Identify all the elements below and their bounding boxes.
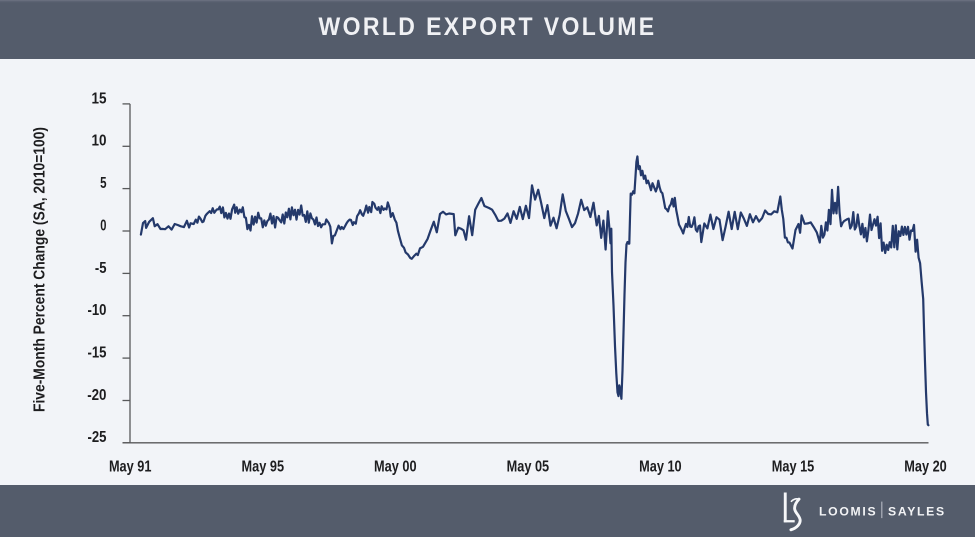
svg-text:May 20: May 20	[904, 459, 947, 476]
svg-text:May 95: May 95	[242, 459, 285, 476]
svg-text:15: 15	[92, 90, 107, 107]
svg-text:-5: -5	[95, 260, 107, 277]
svg-text:SAYLES: SAYLES	[888, 504, 946, 518]
svg-text:Five-Month Percent Change (SA,: Five-Month Percent Change (SA, 2010=100)	[32, 127, 49, 412]
svg-text:May 10: May 10	[639, 459, 682, 476]
svg-text:0: 0	[100, 217, 106, 234]
svg-text:-20: -20	[87, 387, 106, 404]
svg-text:-15: -15	[88, 345, 107, 362]
svg-text:-10: -10	[88, 302, 107, 319]
svg-text:-25: -25	[88, 429, 107, 446]
svg-text:10: 10	[92, 133, 107, 150]
svg-text:May 05: May 05	[507, 459, 550, 476]
svg-text:May 91: May 91	[109, 459, 152, 476]
svg-text:May 00: May 00	[374, 459, 417, 476]
svg-text:5: 5	[100, 175, 107, 192]
svg-text:May 15: May 15	[772, 459, 815, 476]
svg-text:LOOMIS: LOOMIS	[819, 504, 877, 518]
